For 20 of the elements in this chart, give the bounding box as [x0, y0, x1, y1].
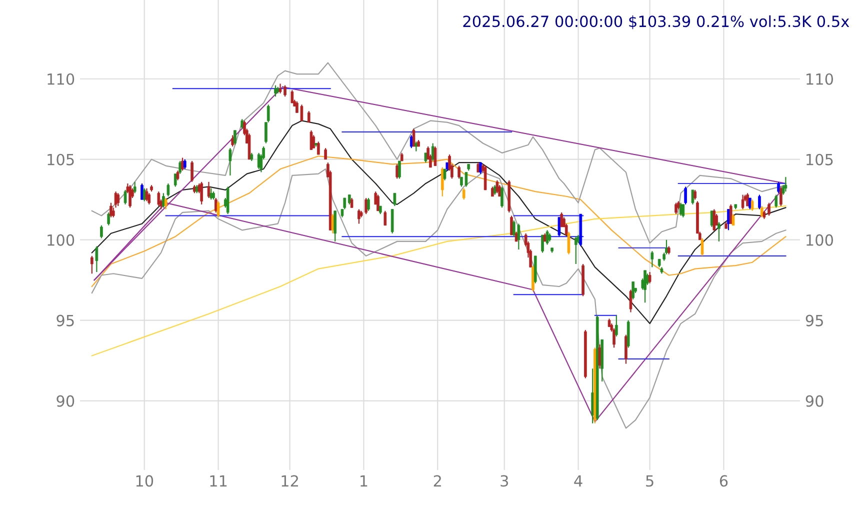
x-tick-label: 4: [574, 475, 582, 486]
x-tick-label: 5: [646, 475, 654, 487]
y-tick-label: 95: [56, 314, 74, 326]
y2-tick-label: 110: [806, 73, 834, 85]
x-tick-label: 12: [282, 475, 298, 486]
y-tick-label: 105: [48, 154, 74, 166]
x-tick-label: 2: [434, 475, 441, 486]
y2-tick-label: 90: [806, 395, 824, 407]
text: 2025.06.27 00:00:00 $103.39 0.21% vol:5.3K 0.5x: [463, 15, 850, 30]
x-tick-label: 3: [500, 475, 508, 487]
y-tick-label: 90: [56, 395, 74, 407]
y-tick-label: 100: [48, 234, 74, 246]
x-tick-label: 6: [720, 475, 728, 487]
y2-tick-label: 95: [806, 314, 823, 326]
x-tick-label: 10: [136, 475, 154, 487]
y-tick-label: 110: [48, 73, 74, 85]
y2-tick-label: 105: [806, 154, 833, 166]
y2-tick-label: 100: [806, 234, 834, 246]
x-tick-label: 1: [360, 475, 368, 486]
x-tick-label: 11: [210, 475, 227, 486]
